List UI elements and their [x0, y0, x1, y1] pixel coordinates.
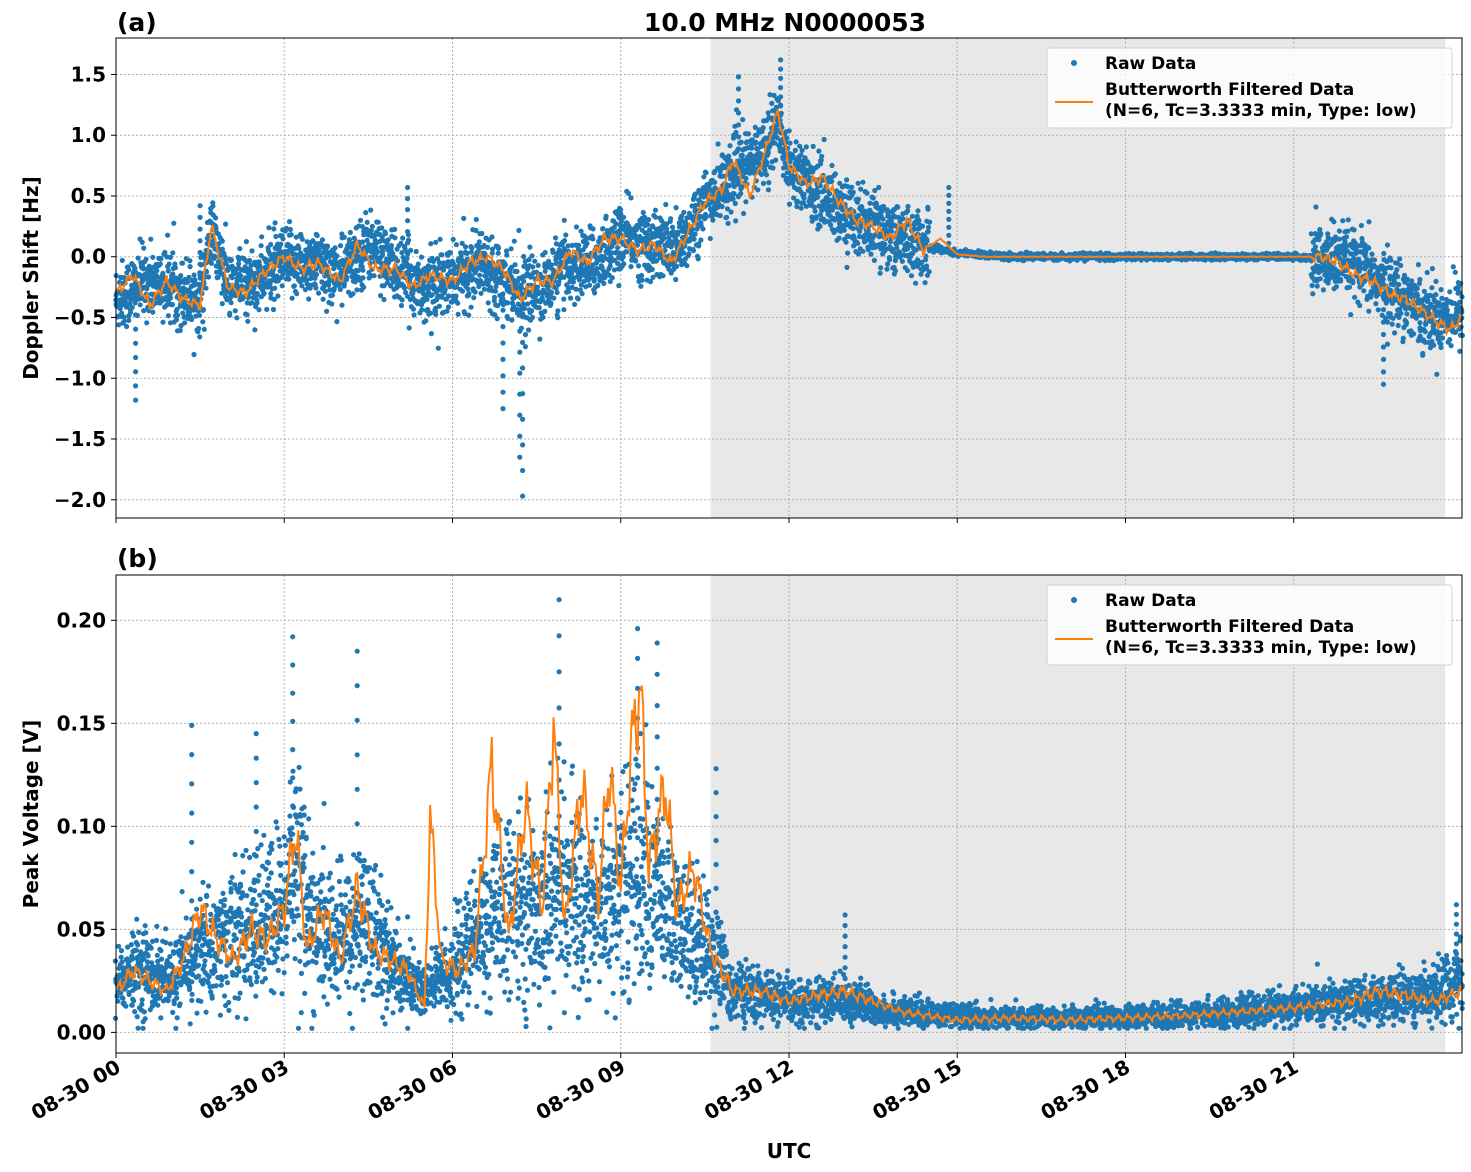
chart-title: 10.0 MHz N0000053 [644, 8, 926, 37]
x-ticks-a [115, 518, 1295, 523]
legend-raw-marker [1071, 60, 1077, 66]
grid-b [115, 575, 1462, 1053]
y-ticks-b: 0.20 0.15 0.10 0.05 0.00 [57, 608, 116, 1044]
legend-box [1046, 584, 1453, 666]
panel-b: 0.200.150.100.050.00 08-30 00 08-30 03 08-… [19, 544, 1465, 1163]
y-tick-label: 0.00 [57, 1020, 106, 1044]
x-tick-label: 08-30 00 [27, 1055, 125, 1125]
legend-filtered-label: Butterworth Filtered Data [1105, 617, 1354, 637]
legend-filtered-params: (N=6, Tc=3.3333 min, Type: low) [1105, 101, 1417, 121]
y-tick-label: 1.5 [71, 62, 106, 86]
legend-raw-label: Raw Data [1105, 54, 1196, 74]
legend-raw-marker [1071, 597, 1077, 603]
panel-label-b: (b) [117, 544, 158, 573]
x-tick-label: 08-30 03 [195, 1055, 293, 1125]
y-tick-label: 0.05 [57, 917, 106, 941]
y-tick-label: 0.0 [71, 245, 106, 269]
y-tick-label: −1.5 [54, 427, 106, 451]
legend-b: Raw Data Butterworth Filtered Data(N=6, T… [1046, 584, 1453, 666]
legend-filtered-params: (N=6, Tc=3.3333 min, Type: low) [1105, 638, 1417, 658]
y-tick-label: 0.20 [57, 608, 106, 632]
y-tick-label: −0.5 [54, 305, 106, 329]
raw-data-series-a [113, 57, 1466, 499]
panel-label-a: (a) [117, 8, 157, 37]
y-tick-label: 0.5 [71, 184, 106, 208]
y-tick-label: 0.10 [57, 814, 106, 838]
legend-box [1046, 47, 1453, 129]
raw-data-series-b [112, 597, 1465, 1031]
legend-filtered-label: Butterworth Filtered Data [1105, 80, 1354, 100]
raw-data-points [113, 57, 1466, 499]
panel-a: 1.5 1.0 0.5 0.0 −0.5 −1.0 −1.5 −2.0 (a) 10.0 MH… [19, 8, 1466, 523]
raw-data-points [112, 597, 1465, 1031]
legend-a: Raw Data Butterworth Filtered Data(N=6, T… [1046, 47, 1453, 129]
y-ticks-a: 1.5 1.0 0.5 0.0 −0.5 −1.0 −1.5 −2.0 [54, 62, 116, 512]
x-tick-label: 08-30 12 [700, 1055, 798, 1125]
y-tick-label: −2.0 [54, 488, 106, 512]
filtered-line-b [115, 685, 1463, 1027]
x-tick-label: 08-30 09 [532, 1055, 630, 1125]
y-tick-label: 1.0 [71, 123, 106, 147]
x-tick-label: 08-30 15 [868, 1055, 966, 1125]
x-tick-label: 08-30 18 [1036, 1055, 1134, 1125]
y-axis-label-a: Doppler Shift [Hz] [19, 176, 43, 380]
y-tick-label: 0.15 [57, 711, 106, 735]
x-tick-label: 08-30 06 [363, 1055, 461, 1125]
x-axis-label: UTC [767, 1139, 812, 1163]
y-tick-label: −1.0 [54, 366, 106, 390]
filtered-line-a [115, 108, 1463, 337]
x-tick-label: 08-30 21 [1205, 1055, 1303, 1125]
x-ticks-b: 08-30 00 08-30 03 08-30 06 08-30 09 08-30 12… [27, 1053, 1302, 1125]
y-axis-label-b: Peak Voltage [V] [19, 720, 43, 909]
legend-raw-label: Raw Data [1105, 591, 1196, 611]
